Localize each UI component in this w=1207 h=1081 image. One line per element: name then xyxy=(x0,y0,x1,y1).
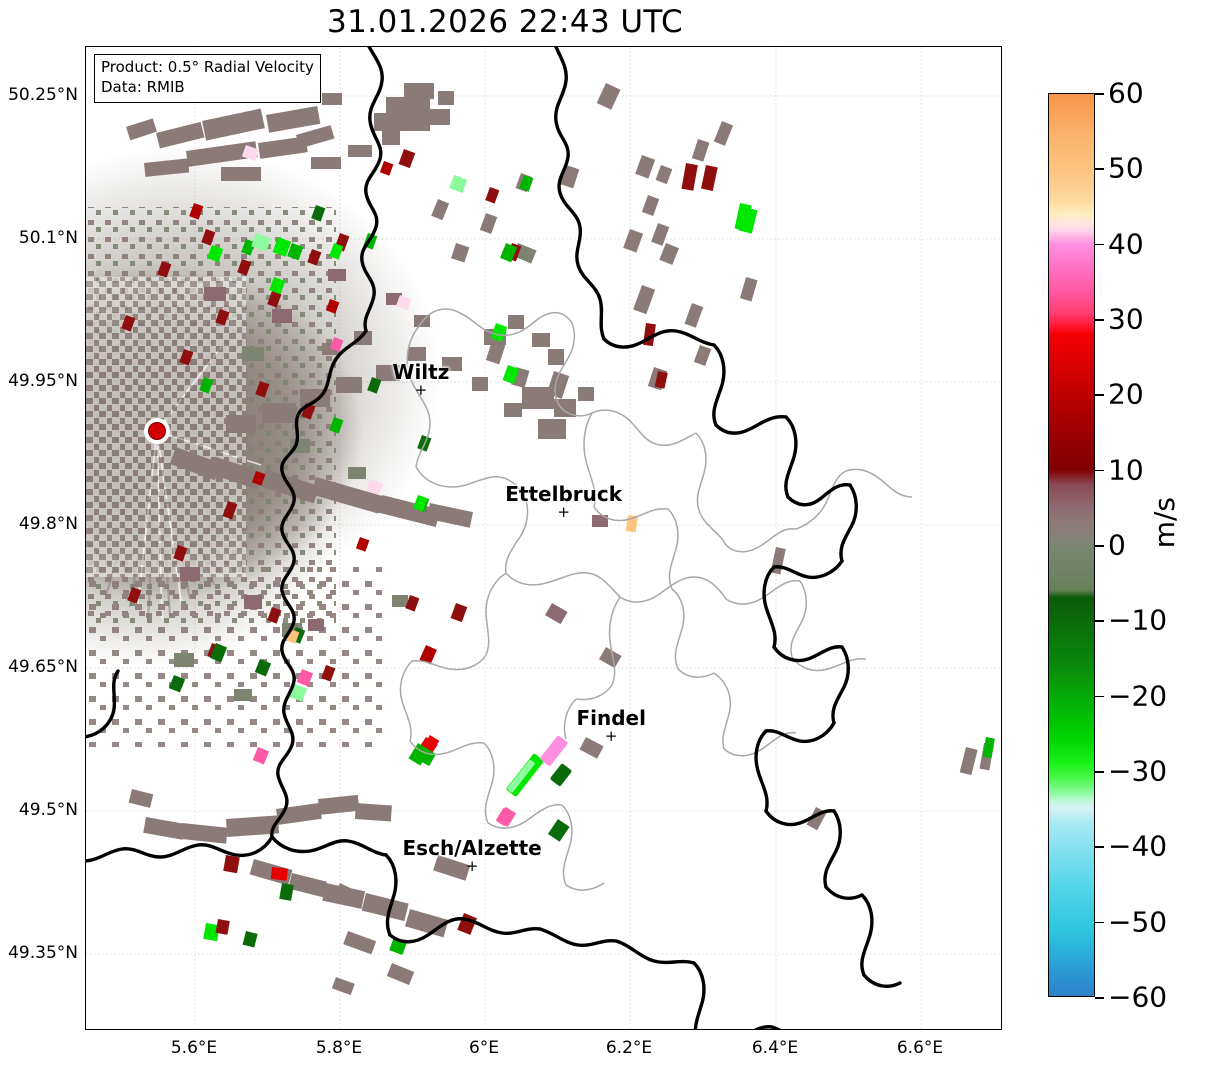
velocity-couplet xyxy=(506,735,572,797)
national-borders xyxy=(86,47,902,1029)
page-title: 31.01.2026 22:43 UTC xyxy=(327,4,683,40)
colorbar-tick-label: 30 xyxy=(1108,302,1144,336)
map-graphics: .c0{fill:#8b7b78} /* taupe ~0 */ .c0b{fi… xyxy=(86,47,1001,1029)
colorbar-tick-label: −30 xyxy=(1108,754,1168,788)
x-tick: 5.8°E xyxy=(315,1038,363,1058)
colorbar-tick-label: 10 xyxy=(1108,453,1144,487)
colorbar-tick xyxy=(1095,93,1104,95)
colorbar-tick-label: 20 xyxy=(1108,377,1144,411)
y-tick: 49.95°N xyxy=(8,371,78,391)
y-tick: 49.5°N xyxy=(18,800,78,820)
colorbar-tick-label: −40 xyxy=(1108,829,1168,863)
x-tick: 6.4°E xyxy=(751,1038,799,1058)
x-tick: 6.2°E xyxy=(605,1038,653,1058)
x-tick: 5.6°E xyxy=(170,1038,218,1058)
colorbar-tick xyxy=(1095,469,1104,472)
x-tick: 6.6°E xyxy=(896,1038,944,1058)
map-clip: .c0{fill:#8b7b78} /* taupe ~0 */ .c0b{fi… xyxy=(86,47,1001,1029)
colorbar-tick xyxy=(1095,921,1104,924)
radar-map-panel[interactable]: .c0{fill:#8b7b78} /* taupe ~0 */ .c0b{fi… xyxy=(85,46,1002,1030)
x-tick: 6°E xyxy=(468,1038,500,1058)
y-tick: 49.65°N xyxy=(8,657,78,677)
y-tick: 50.1°N xyxy=(18,228,78,248)
colorbar-tick xyxy=(1095,695,1104,698)
colorbar-tick xyxy=(1095,771,1104,773)
colorbar-tick-label: −10 xyxy=(1108,603,1168,637)
y-tick: 49.35°N xyxy=(8,943,78,963)
colorbar-tick-label: −50 xyxy=(1108,905,1168,939)
canton-boundaries xyxy=(399,308,913,891)
colorbar-tick xyxy=(1095,243,1104,246)
colorbar-tick-label: 60 xyxy=(1108,76,1144,110)
radar-echo-layer xyxy=(86,83,995,996)
radar-site-dot xyxy=(148,421,167,440)
colorbar-tick xyxy=(1095,168,1104,170)
radar-site-marker xyxy=(144,417,171,444)
colorbar-unit-label: m/s xyxy=(1148,497,1181,549)
colorbar-tick xyxy=(1095,620,1104,622)
info-data-line: Data: RMIB xyxy=(101,77,185,96)
colorbar[interactable] xyxy=(1048,93,1095,997)
colorbar-tick xyxy=(1095,394,1104,396)
info-product-line: Product: 0.5° Radial Velocity xyxy=(101,58,314,76)
info-box: Product: 0.5° Radial Velocity Data: RMIB xyxy=(94,54,321,103)
colorbar-tick-label: −60 xyxy=(1108,980,1168,1014)
colorbar-tick-label: 50 xyxy=(1108,151,1144,185)
colorbar-tick xyxy=(1095,846,1104,848)
colorbar-tick xyxy=(1095,997,1104,999)
y-tick: 49.8°N xyxy=(18,514,78,534)
colorbar-tick-label: 0 xyxy=(1108,528,1126,562)
colorbar-tick xyxy=(1095,319,1104,321)
y-tick: 50.25°N xyxy=(8,85,78,105)
colorbar-tick-label: 40 xyxy=(1108,227,1144,261)
colorbar-tick-label: −20 xyxy=(1108,679,1168,713)
colorbar-tick xyxy=(1095,545,1104,547)
colorbar-gradient xyxy=(1049,94,1094,996)
